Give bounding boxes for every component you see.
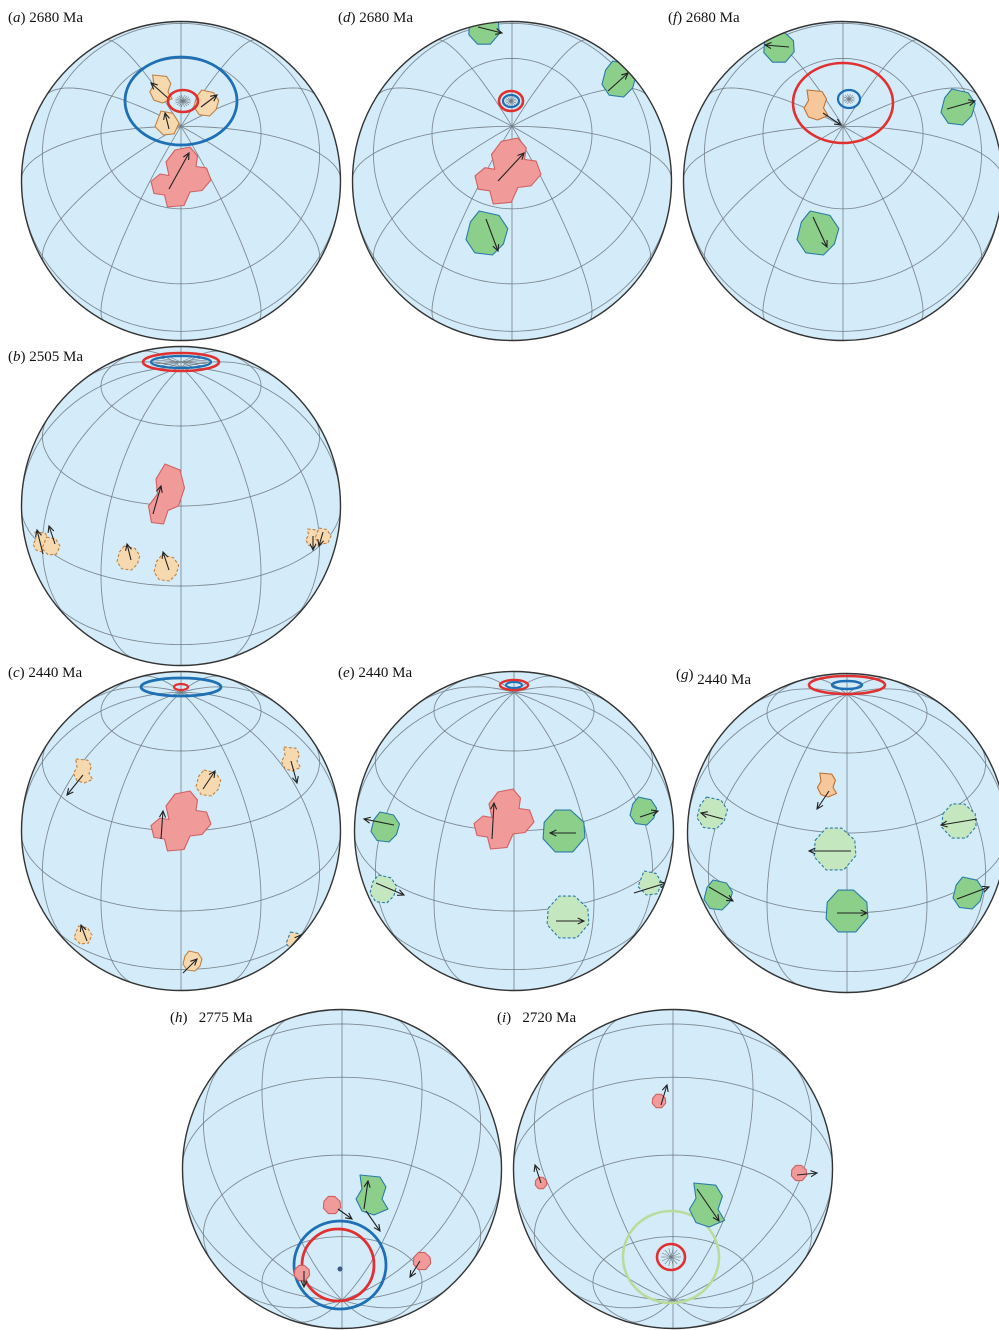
craton-pink [791,1165,806,1180]
globe-e [353,670,675,992]
globe-d [351,20,673,342]
globe-f [682,20,999,342]
craton-pink [323,1196,340,1213]
globe-i [512,1008,834,1330]
craton-tan-dashed [281,747,300,771]
globe-c [20,670,342,992]
craton-orange [804,90,828,120]
globe-h [181,1008,503,1330]
globe-a [20,20,342,342]
globe-g [686,672,999,994]
craton-tan-dashed [73,759,92,783]
pole-spokes [153,357,209,367]
pole-marker [338,1267,343,1272]
globe-b [20,345,342,667]
craton-pink [294,1265,309,1280]
